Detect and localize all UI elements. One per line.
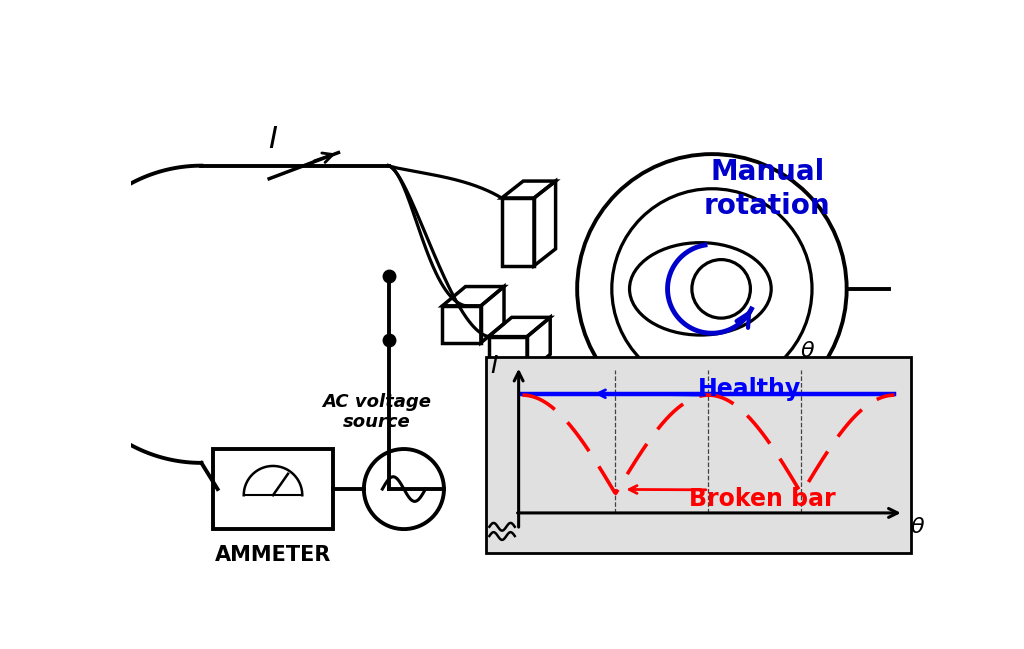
Bar xyxy=(213,448,333,530)
Text: $\theta$: $\theta$ xyxy=(800,341,815,361)
Text: $\theta$: $\theta$ xyxy=(909,517,925,537)
Text: rotation: rotation xyxy=(705,191,830,220)
Text: AC voltage
source: AC voltage source xyxy=(323,393,431,432)
Text: Manual: Manual xyxy=(711,158,824,186)
Text: AMMETER: AMMETER xyxy=(215,545,331,565)
Text: $I$: $I$ xyxy=(268,125,279,154)
Text: Healthy: Healthy xyxy=(698,377,802,401)
Circle shape xyxy=(364,449,444,529)
Text: $I$: $I$ xyxy=(489,354,499,378)
Bar xyxy=(486,356,911,553)
Text: Broken bar: Broken bar xyxy=(689,487,836,511)
